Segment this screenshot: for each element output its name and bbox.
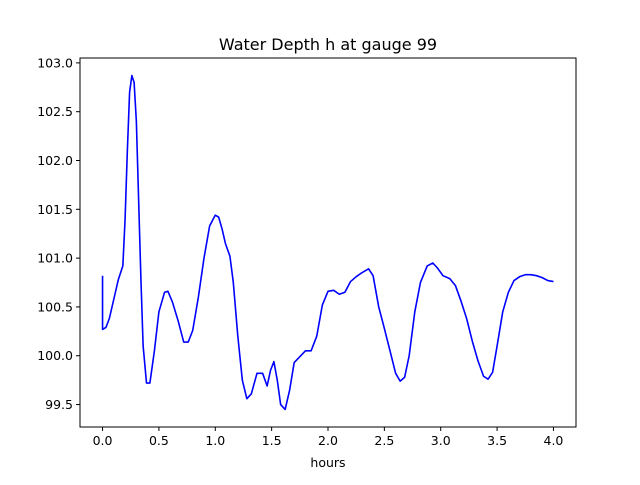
x-tick-label: 2.0 (318, 433, 338, 448)
y-tick-label: 101.5 (37, 202, 73, 217)
chart-title: Water Depth h at gauge 99 (219, 35, 437, 54)
y-tick-label: 100.0 (37, 348, 73, 363)
y-tick-label: 103.0 (37, 55, 73, 70)
y-tick-label: 102.5 (37, 104, 73, 119)
x-tick-label: 1.5 (262, 433, 282, 448)
x-tick-label: 4.0 (544, 433, 564, 448)
x-tick-label: 1.0 (205, 433, 225, 448)
y-tick-label: 101.0 (37, 251, 73, 266)
x-tick-label: 2.5 (374, 433, 394, 448)
plot-area: 0.0 0.5 1.0 1.5 2.0 2.5 3.0 3.5 4.0 99.5 100.0 100.… (37, 55, 577, 448)
series-line-0 (101, 74, 554, 411)
x-tick-label: 0.5 (149, 433, 169, 448)
y-tick-label: 100.5 (37, 299, 73, 314)
x-tick-label: 0.0 (93, 433, 113, 448)
x-tick-label: 3.0 (431, 433, 451, 448)
x-tick-label: 3.5 (487, 433, 507, 448)
y-tick-label: 99.5 (45, 397, 73, 412)
x-axis-label: hours (310, 455, 345, 470)
y-tick-label: 102.0 (37, 153, 73, 168)
